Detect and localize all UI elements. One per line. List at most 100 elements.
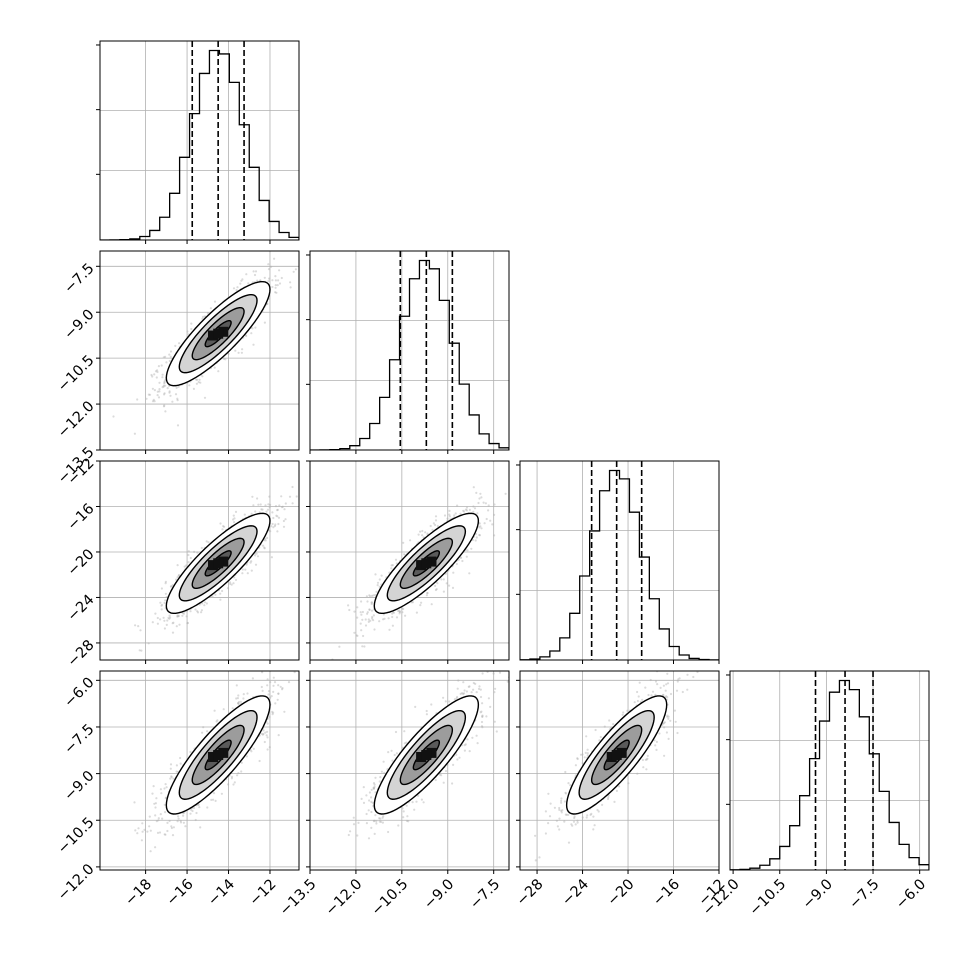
sample-point <box>175 386 178 389</box>
sample-point <box>178 623 181 626</box>
sample-point <box>455 562 458 566</box>
sample-point <box>391 564 394 567</box>
sample-point <box>156 370 159 374</box>
sample-point <box>184 825 187 828</box>
sample-point <box>177 614 180 618</box>
sample-point <box>289 286 292 289</box>
sample-point <box>241 278 244 281</box>
sample-point <box>198 378 201 381</box>
sample-point <box>465 555 468 558</box>
sample-point <box>421 529 424 533</box>
sample-point <box>254 554 257 557</box>
sample-point <box>197 381 200 384</box>
sample-point <box>196 610 199 613</box>
sample-point <box>356 616 359 619</box>
sample-point <box>271 279 274 282</box>
sample-point <box>164 592 167 595</box>
sample-point <box>162 356 165 359</box>
sample-point <box>223 525 226 528</box>
sample-point <box>164 599 167 602</box>
sample-point <box>233 576 236 579</box>
sample-point <box>368 608 371 611</box>
sample-point <box>168 353 171 356</box>
sample-point <box>163 404 166 407</box>
sample-point <box>240 351 243 354</box>
sample-point <box>172 826 175 829</box>
sample-point <box>138 649 141 652</box>
sample-point <box>239 282 242 285</box>
sample-point <box>140 839 143 842</box>
sample-point <box>281 688 284 691</box>
sample-point <box>239 700 242 703</box>
sample-point <box>156 622 159 625</box>
sample-point <box>421 534 424 537</box>
sample-point <box>156 616 159 620</box>
sample-point <box>226 587 230 590</box>
sample-point <box>177 573 181 577</box>
sample-point <box>368 608 371 611</box>
sample-point <box>266 748 269 751</box>
sample-point <box>162 385 165 388</box>
sample-point <box>370 594 374 598</box>
sample-point <box>504 492 507 495</box>
sample-point <box>270 556 273 559</box>
sample-point <box>302 666 304 668</box>
sample-point <box>112 415 115 418</box>
sample-point <box>186 622 189 625</box>
sample-point <box>266 678 269 681</box>
sample-point <box>419 604 422 607</box>
sample-point <box>152 785 155 788</box>
sample-point <box>206 312 209 315</box>
sample-point <box>426 591 429 595</box>
sample-point <box>205 540 208 543</box>
density-cell <box>213 328 224 339</box>
histogram-2 <box>520 469 719 660</box>
sample-point <box>475 536 478 539</box>
sample-point <box>164 580 167 583</box>
histogram-0 <box>100 49 299 240</box>
sample-point <box>245 334 248 338</box>
panel-content <box>100 666 304 870</box>
sample-point <box>284 502 287 505</box>
sample-point <box>311 457 313 459</box>
sample-point <box>453 514 456 517</box>
sample-point <box>452 571 455 574</box>
sample-point <box>181 614 184 617</box>
sample-point <box>269 530 272 533</box>
sample-point <box>426 592 429 595</box>
sample-point <box>372 619 375 622</box>
sample-point <box>203 601 207 604</box>
sample-point <box>175 578 178 581</box>
sample-point <box>485 517 488 521</box>
sample-point <box>397 609 400 613</box>
sample-point <box>276 509 279 512</box>
sample-point <box>459 556 462 559</box>
sample-point <box>194 818 197 822</box>
sample-point <box>189 808 193 811</box>
sample-point <box>448 513 451 516</box>
panel-content <box>310 461 509 660</box>
sample-point <box>477 501 480 505</box>
sample-point <box>164 582 167 585</box>
sample-point <box>161 376 164 379</box>
sample-point <box>362 634 365 638</box>
sample-point <box>277 734 280 737</box>
sample-point <box>366 611 369 614</box>
sample-point <box>255 552 258 555</box>
sample-point <box>147 393 150 396</box>
sample-point <box>145 397 148 400</box>
sample-point <box>246 692 249 695</box>
sample-point <box>147 642 150 645</box>
sample-point <box>251 327 254 330</box>
sample-point <box>263 546 266 549</box>
sample-point <box>461 559 464 563</box>
sample-point <box>163 627 166 630</box>
sample-point <box>426 532 429 535</box>
sample-point <box>154 370 158 373</box>
sample-point <box>240 761 243 764</box>
sample-point <box>254 326 257 329</box>
sample-point <box>479 492 482 495</box>
sample-point <box>234 510 238 513</box>
sample-point <box>392 611 395 614</box>
sample-point <box>263 321 266 324</box>
